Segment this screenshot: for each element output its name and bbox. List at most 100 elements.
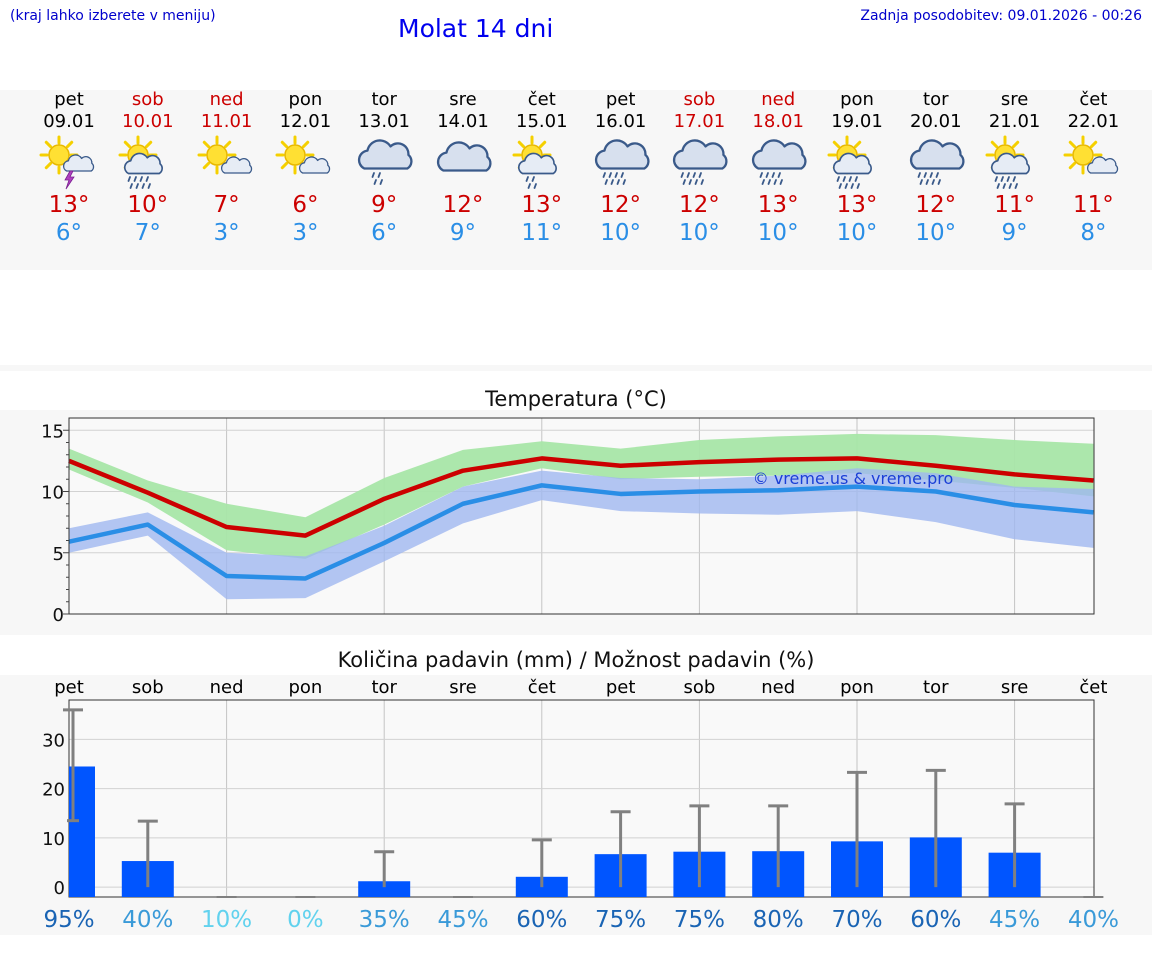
temp-high: 13° — [836, 192, 878, 218]
day-column: ned 11.01 7° 3° — [187, 89, 267, 247]
temp-low: 10° — [679, 220, 720, 246]
temp-high: 10° — [127, 192, 169, 218]
day-column: pon 12.01 6° 3° — [265, 89, 345, 247]
day-date: 22.01 — [1067, 111, 1120, 132]
temp-low: 10° — [757, 220, 799, 246]
precipitation-probability: 40% — [1068, 907, 1119, 933]
y-tick-label: 15 — [41, 421, 64, 442]
precipitation-probability: 45% — [989, 907, 1040, 933]
precipitation-chart-title: Količina padavin (mm) / Možnost padavin … — [337, 648, 815, 672]
precipitation-probability: 0% — [287, 907, 324, 933]
temp-low: 8° — [1080, 220, 1107, 246]
sun-cloud-icon — [1063, 135, 1119, 175]
day-label: ned — [210, 677, 244, 698]
precipitation-bar — [358, 881, 411, 897]
temp-low: 6° — [371, 220, 398, 246]
day-name: sob — [683, 89, 716, 110]
cloud-rain-icon — [752, 139, 807, 185]
day-name: čet — [1079, 89, 1108, 110]
temp-high: 12° — [679, 192, 720, 218]
day-label: pet — [54, 677, 84, 698]
day-column: tor 13.01 9° 6° — [344, 89, 424, 247]
day-name: sre — [449, 89, 477, 110]
temp-low: 3° — [292, 220, 319, 246]
temp-high: 9° — [371, 192, 398, 218]
day-column: ned 18.01 13° 10° — [738, 89, 818, 247]
day-name: sre — [1000, 89, 1029, 110]
day-label: čet — [1079, 677, 1107, 698]
precipitation-error-bar — [1004, 802, 1025, 888]
day-label: ned — [761, 677, 795, 698]
sun-cloud-icon — [197, 135, 252, 175]
cloud-rain-icon — [909, 139, 965, 185]
page-title: Molat 14 dni — [398, 14, 554, 43]
y-tick-label: 30 — [42, 730, 65, 751]
y-tick-label: 5 — [53, 544, 64, 565]
precipitation-probability: 80% — [753, 907, 804, 933]
precipitation-error-bar — [531, 838, 552, 888]
precipitation-error-bar — [63, 708, 83, 823]
precipitation-probability: 70% — [831, 907, 882, 933]
day-name: čet — [527, 89, 556, 110]
cloud-rain-icon — [673, 139, 728, 185]
day-column: sre 14.01 12° 9° — [423, 89, 503, 247]
sun-cloud-light-rain-icon — [512, 135, 557, 189]
min-range-band — [69, 468, 1094, 600]
day-label: pon — [840, 677, 874, 698]
day-column: pet 16.01 12° 10° — [581, 89, 661, 247]
last-update: Zadnja posodobitev: 09.01.2026 - 00:26 — [860, 8, 1142, 24]
day-date: 17.01 — [673, 111, 726, 132]
day-label: pet — [606, 677, 636, 698]
y-tick-label: 10 — [41, 483, 64, 504]
day-label: pon — [288, 677, 322, 698]
day-column: čet 15.01 13° 11° — [502, 89, 582, 247]
temp-low: 10° — [836, 220, 878, 246]
y-tick-label: 0 — [53, 605, 64, 626]
y-tick-label: 10 — [42, 829, 65, 850]
day-date: 11.01 — [200, 111, 253, 132]
day-column: čet 22.01 11° 8° — [1053, 89, 1133, 247]
temp-high: 13° — [48, 192, 90, 218]
day-date: 09.01 — [43, 111, 95, 132]
temp-low: 9° — [449, 220, 477, 246]
precipitation-error-bar — [925, 768, 946, 888]
precipitation-probability: 60% — [516, 907, 567, 933]
precipitation-error-bar — [137, 819, 158, 888]
temp-high: 12° — [442, 192, 484, 218]
day-name: pet — [54, 89, 84, 110]
day-name: sob — [131, 89, 164, 110]
cloud-icon — [436, 141, 492, 172]
temp-low: 7° — [134, 220, 161, 246]
day-label: sre — [449, 677, 476, 698]
day-date: 10.01 — [122, 111, 174, 132]
day-name: ned — [209, 89, 244, 110]
precipitation-error-bar — [768, 804, 789, 888]
day-date: 15.01 — [516, 111, 568, 132]
sun-cloud-icon — [275, 135, 331, 175]
day-label: sob — [683, 677, 715, 698]
y-tick-label: 20 — [42, 780, 65, 801]
y-tick-label: 0 — [54, 878, 65, 899]
day-date: 13.01 — [358, 111, 410, 132]
day-label: čet — [528, 677, 556, 698]
sun-cloud-rain-icon — [118, 135, 163, 189]
day-date: 16.01 — [594, 111, 647, 132]
max-temperature-line — [68, 456, 1094, 538]
day-name: tor — [371, 89, 397, 110]
temp-high: 11° — [1073, 192, 1114, 218]
temp-low: 11° — [521, 220, 563, 246]
precipitation-probability: 95% — [43, 907, 94, 933]
cloud-light-rain-icon — [358, 139, 413, 185]
precipitation-error-bar — [847, 770, 867, 888]
day-label: sob — [132, 677, 164, 698]
day-label: sre — [1001, 677, 1028, 698]
precipitation-error-bar — [689, 804, 710, 888]
day-date: 18.01 — [752, 111, 804, 132]
day-column: sob 17.01 12° 10° — [659, 89, 739, 247]
precipitation-chart: pet sob ned pon tor sre čet pet sob ned pon tor sre č… — [42, 677, 1119, 933]
day-name: tor — [923, 89, 949, 110]
temperature-chart: 0 5 10 15 © vreme.us & vreme.pro — [41, 417, 1095, 626]
temperature-chart-title: Temperatura (°C) — [485, 387, 667, 411]
sun-cloud-thunder-icon — [39, 135, 95, 190]
day-date: 19.01 — [831, 111, 883, 132]
